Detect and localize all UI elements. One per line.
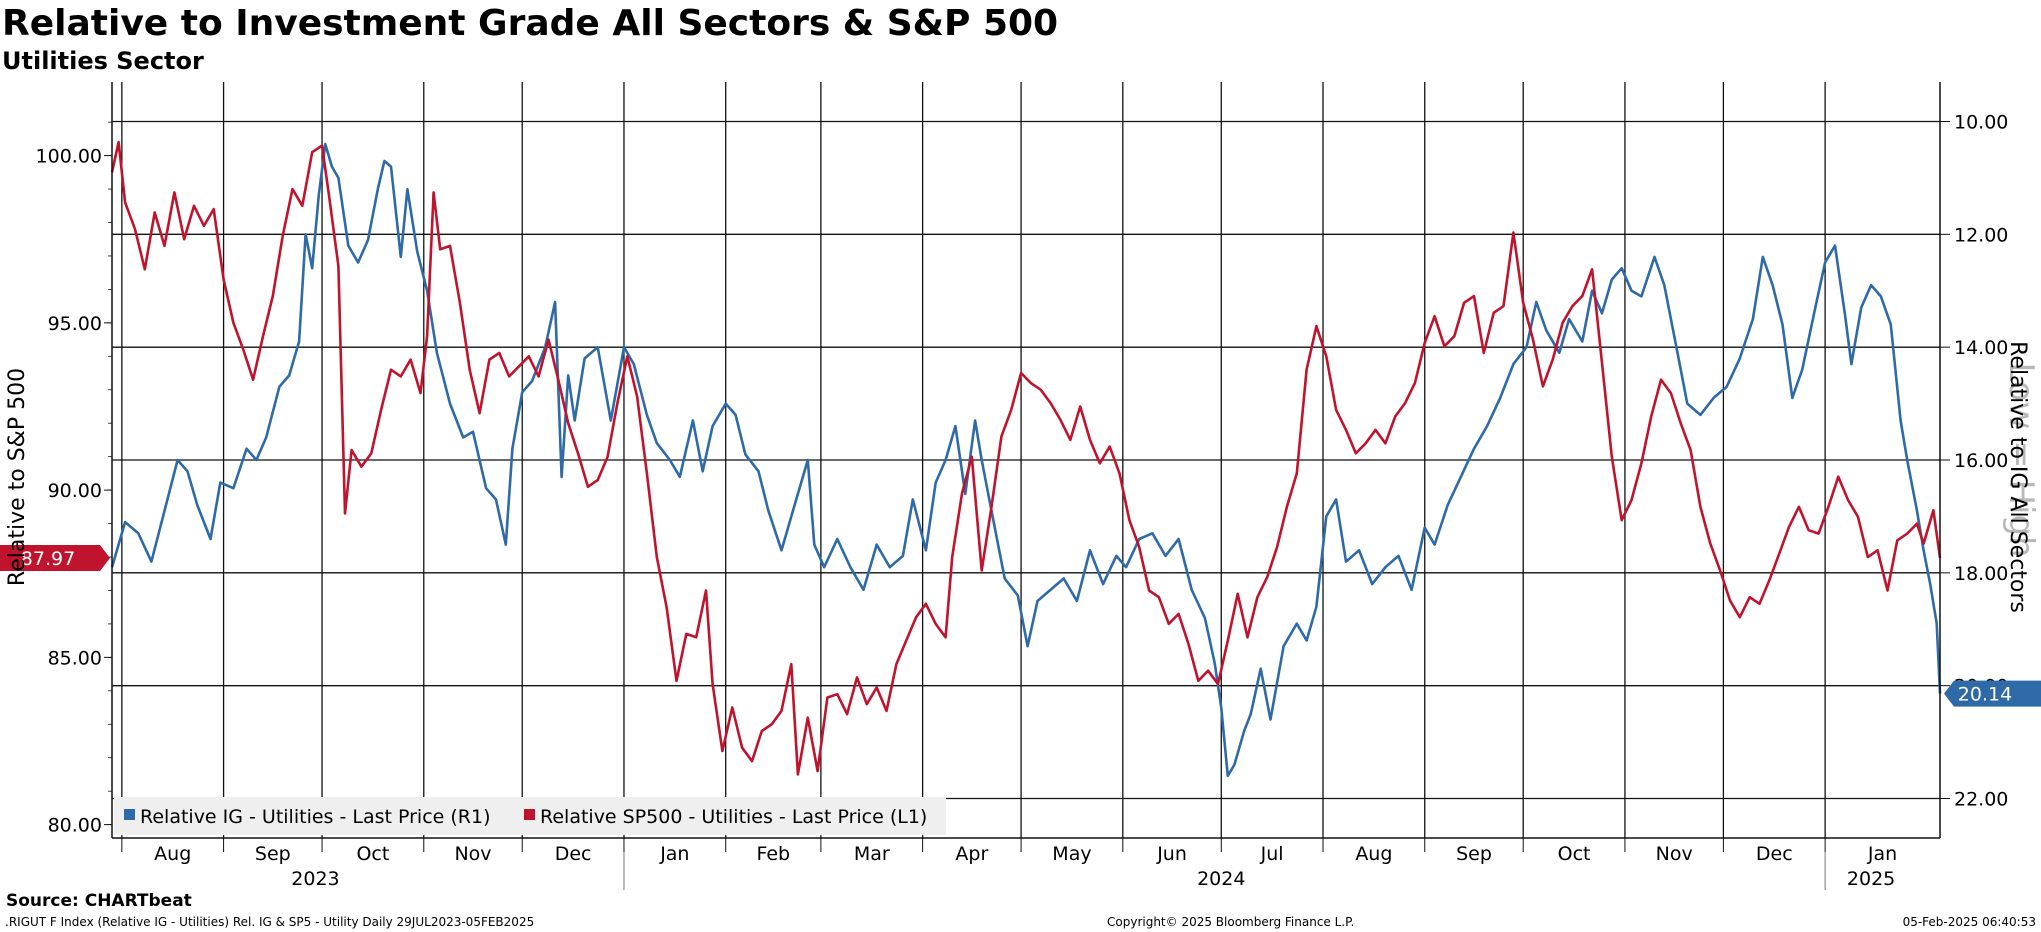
legend: Relative IG - Utilities - Last Price (R1… — [114, 797, 946, 835]
x-tick-label: Oct — [1558, 843, 1591, 865]
right-tick-label: 18.00 — [1954, 563, 2008, 585]
x-year-label: 2024 — [1197, 868, 1245, 890]
x-tick-label: Jan — [1867, 843, 1897, 865]
x-tick-label: Nov — [454, 843, 491, 865]
x-tick-label: Sep — [255, 843, 291, 865]
chart-title: Relative to Investment Grade All Sectors… — [2, 3, 1059, 44]
left-last-value-marker — [0, 545, 110, 572]
right-last-value-label: 20.14 — [1958, 684, 2012, 706]
last-value-markers: 87.97 20.14 — [0, 545, 2041, 707]
ig-series-line — [110, 142, 1942, 778]
watermark-text: Low = High — [2001, 362, 2041, 557]
x-tick-label: Dec — [555, 843, 592, 865]
x-tick-label: Dec — [1756, 843, 1793, 865]
left-last-value-label: 87.97 — [21, 548, 75, 570]
left-tick-label: 90.00 — [48, 480, 102, 502]
watermark: Low = High — [2001, 362, 2041, 557]
left-tick-label: 95.00 — [48, 313, 102, 335]
left-tick-label: 85.00 — [48, 647, 102, 669]
x-tick-label: May — [1052, 843, 1091, 865]
chart-subtitle: Utilities Sector — [2, 47, 204, 75]
right-last-value-marker — [1944, 680, 2041, 707]
x-tick-label: Aug — [1355, 843, 1392, 865]
legend-swatch — [524, 809, 535, 820]
x-year-label: 2023 — [291, 868, 339, 890]
x-tick-label: Jul — [1260, 843, 1284, 865]
left-tick-label: 100.00 — [36, 146, 102, 168]
x-tick-label: Mar — [854, 843, 890, 865]
right-tick-label: 10.00 — [1954, 111, 2008, 133]
x-year-label: 2025 — [1847, 868, 1895, 890]
x-tick-label: Jan — [659, 843, 689, 865]
series-lines — [110, 140, 1942, 778]
x-tick-label: Sep — [1456, 843, 1492, 865]
sp500-series-line — [110, 140, 1942, 776]
right-tick-label: 14.00 — [1954, 337, 2008, 359]
right-tick-label: 22.00 — [1954, 789, 2008, 811]
left-tick-label: 80.00 — [48, 815, 102, 837]
source-note: Source: CHARTbeat — [6, 891, 192, 911]
x-tick-label: Jun — [1156, 843, 1187, 865]
axes — [104, 82, 1950, 890]
right-tick-label: 16.00 — [1954, 450, 2008, 472]
right-axis-title: Relative to IG All Sectors — [2005, 341, 2030, 613]
left-axis-title: Relative to S&P 500 — [5, 368, 30, 586]
x-tick-label: Feb — [756, 843, 790, 865]
x-tick-label: Oct — [356, 843, 389, 865]
right-tick-label: 12.00 — [1954, 224, 2008, 246]
legend-swatch — [124, 809, 135, 820]
x-tick-label: Apr — [955, 843, 988, 865]
tick-labels: Aug Sep Oct Nov Dec Jan Feb Mar Apr May Jun Jul Aug S… — [36, 111, 2009, 890]
ticker-note: .RIGUT F Index (Relative IG - Utilities)… — [5, 915, 535, 929]
copyright-note: Copyright© 2025 Bloomberg Finance L.P. — [1107, 915, 1355, 929]
legend-label: Relative SP500 - Utilities - Last Price … — [540, 806, 927, 828]
timestamp-note: 05-Feb-2025 06:40:53 — [1902, 915, 2036, 929]
x-tick-label: Nov — [1656, 843, 1693, 865]
legend-label: Relative IG - Utilities - Last Price (R1… — [140, 806, 491, 828]
x-tick-label: Aug — [154, 843, 191, 865]
grid — [112, 82, 1940, 838]
